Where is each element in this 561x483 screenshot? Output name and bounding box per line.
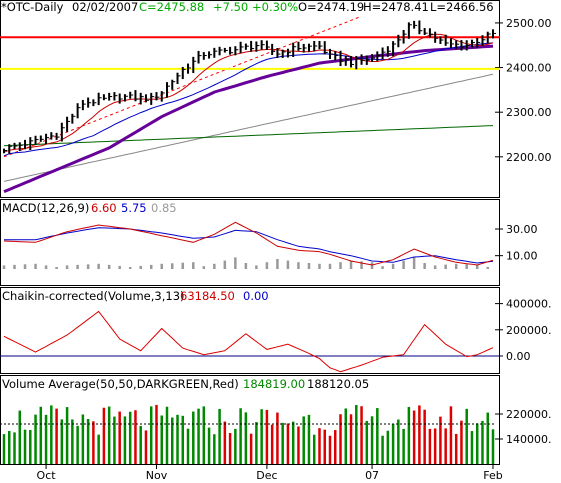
- x-tick-label: Oct: [37, 469, 57, 482]
- y-tick-label: 2500.00: [506, 17, 552, 30]
- volume-avg-value: 188120.05: [307, 377, 369, 391]
- chart-low: L=2466.56: [430, 0, 494, 14]
- chart-date: 02/02/2007: [72, 0, 138, 14]
- y-tick-label: 10.00: [506, 250, 538, 263]
- panel-border-vol: [0, 375, 500, 465]
- chart-change: +7.50: [213, 0, 248, 14]
- sma-gray-line: [3, 73, 494, 182]
- panel-border-main: [0, 0, 500, 198]
- sma-red-line: [3, 33, 494, 153]
- panel-border-chk: [0, 287, 500, 374]
- volume-panel: 220000. 140000.: [0, 404, 552, 464]
- x-axis: Oct Nov Dec 07 Feb: [37, 464, 503, 482]
- chart-pct: +0.30%: [252, 0, 298, 14]
- y-tick-label: 2200.00: [506, 151, 552, 164]
- macd-signal-line: [4, 227, 494, 264]
- volume-label: Volume Average(50,50,DARKGREEN,Red): [2, 377, 239, 391]
- macd-signal-value: 5.75: [121, 201, 147, 215]
- chaikin-label: Chaikin-corrected(Volume,3,13): [2, 289, 185, 303]
- volume-value: 184819.00: [243, 377, 305, 391]
- panel-border-macd: [0, 199, 500, 286]
- macd-panel: 30.00 10.00: [2, 221, 538, 269]
- y-tick-label: 140000.: [506, 433, 552, 446]
- chaikin-value: 63184.50: [180, 289, 235, 303]
- x-tick-label: Feb: [483, 469, 502, 482]
- y-tick-label: 220000.: [506, 408, 552, 421]
- chart-symbol: *OTC-Daily: [1, 0, 64, 14]
- y-tick-label: 2300.00: [506, 106, 552, 119]
- sma-green-line: [3, 125, 494, 147]
- x-tick-label: Nov: [146, 469, 168, 482]
- y-tick-label: 0.00: [506, 350, 531, 363]
- macd-hist-value: 0.85: [151, 201, 177, 215]
- chart-close: C=2475.88: [139, 0, 204, 14]
- y-tick-label: 30.00: [506, 223, 538, 236]
- macd-line: [3, 221, 494, 266]
- price-panel: 2500.00 2400.00 2300.00 2200.00: [0, 15, 552, 193]
- x-tick-label: Dec: [256, 469, 277, 482]
- sma-blue-line: [3, 42, 494, 157]
- sma-purple-line: [3, 44, 494, 193]
- x-tick-label: 07: [365, 469, 379, 482]
- trend-line: [3, 15, 362, 158]
- y-tick-label: 400000.: [506, 298, 552, 311]
- panel-frames: [0, 0, 500, 465]
- macd-label: MACD(12,26,9): [2, 201, 89, 215]
- chart-open: O=2474.19: [298, 0, 364, 14]
- chaikin-line: [3, 310, 494, 373]
- chaikin-zero-value: 0.00: [243, 289, 269, 303]
- y-tick-label: 200000.: [506, 324, 552, 337]
- macd-value: 6.60: [91, 201, 117, 215]
- chart-high: H=2478.41: [363, 0, 429, 14]
- chaikin-panel: 400000. 200000. 0.00: [0, 298, 552, 373]
- y-tick-label: 2400.00: [506, 62, 552, 75]
